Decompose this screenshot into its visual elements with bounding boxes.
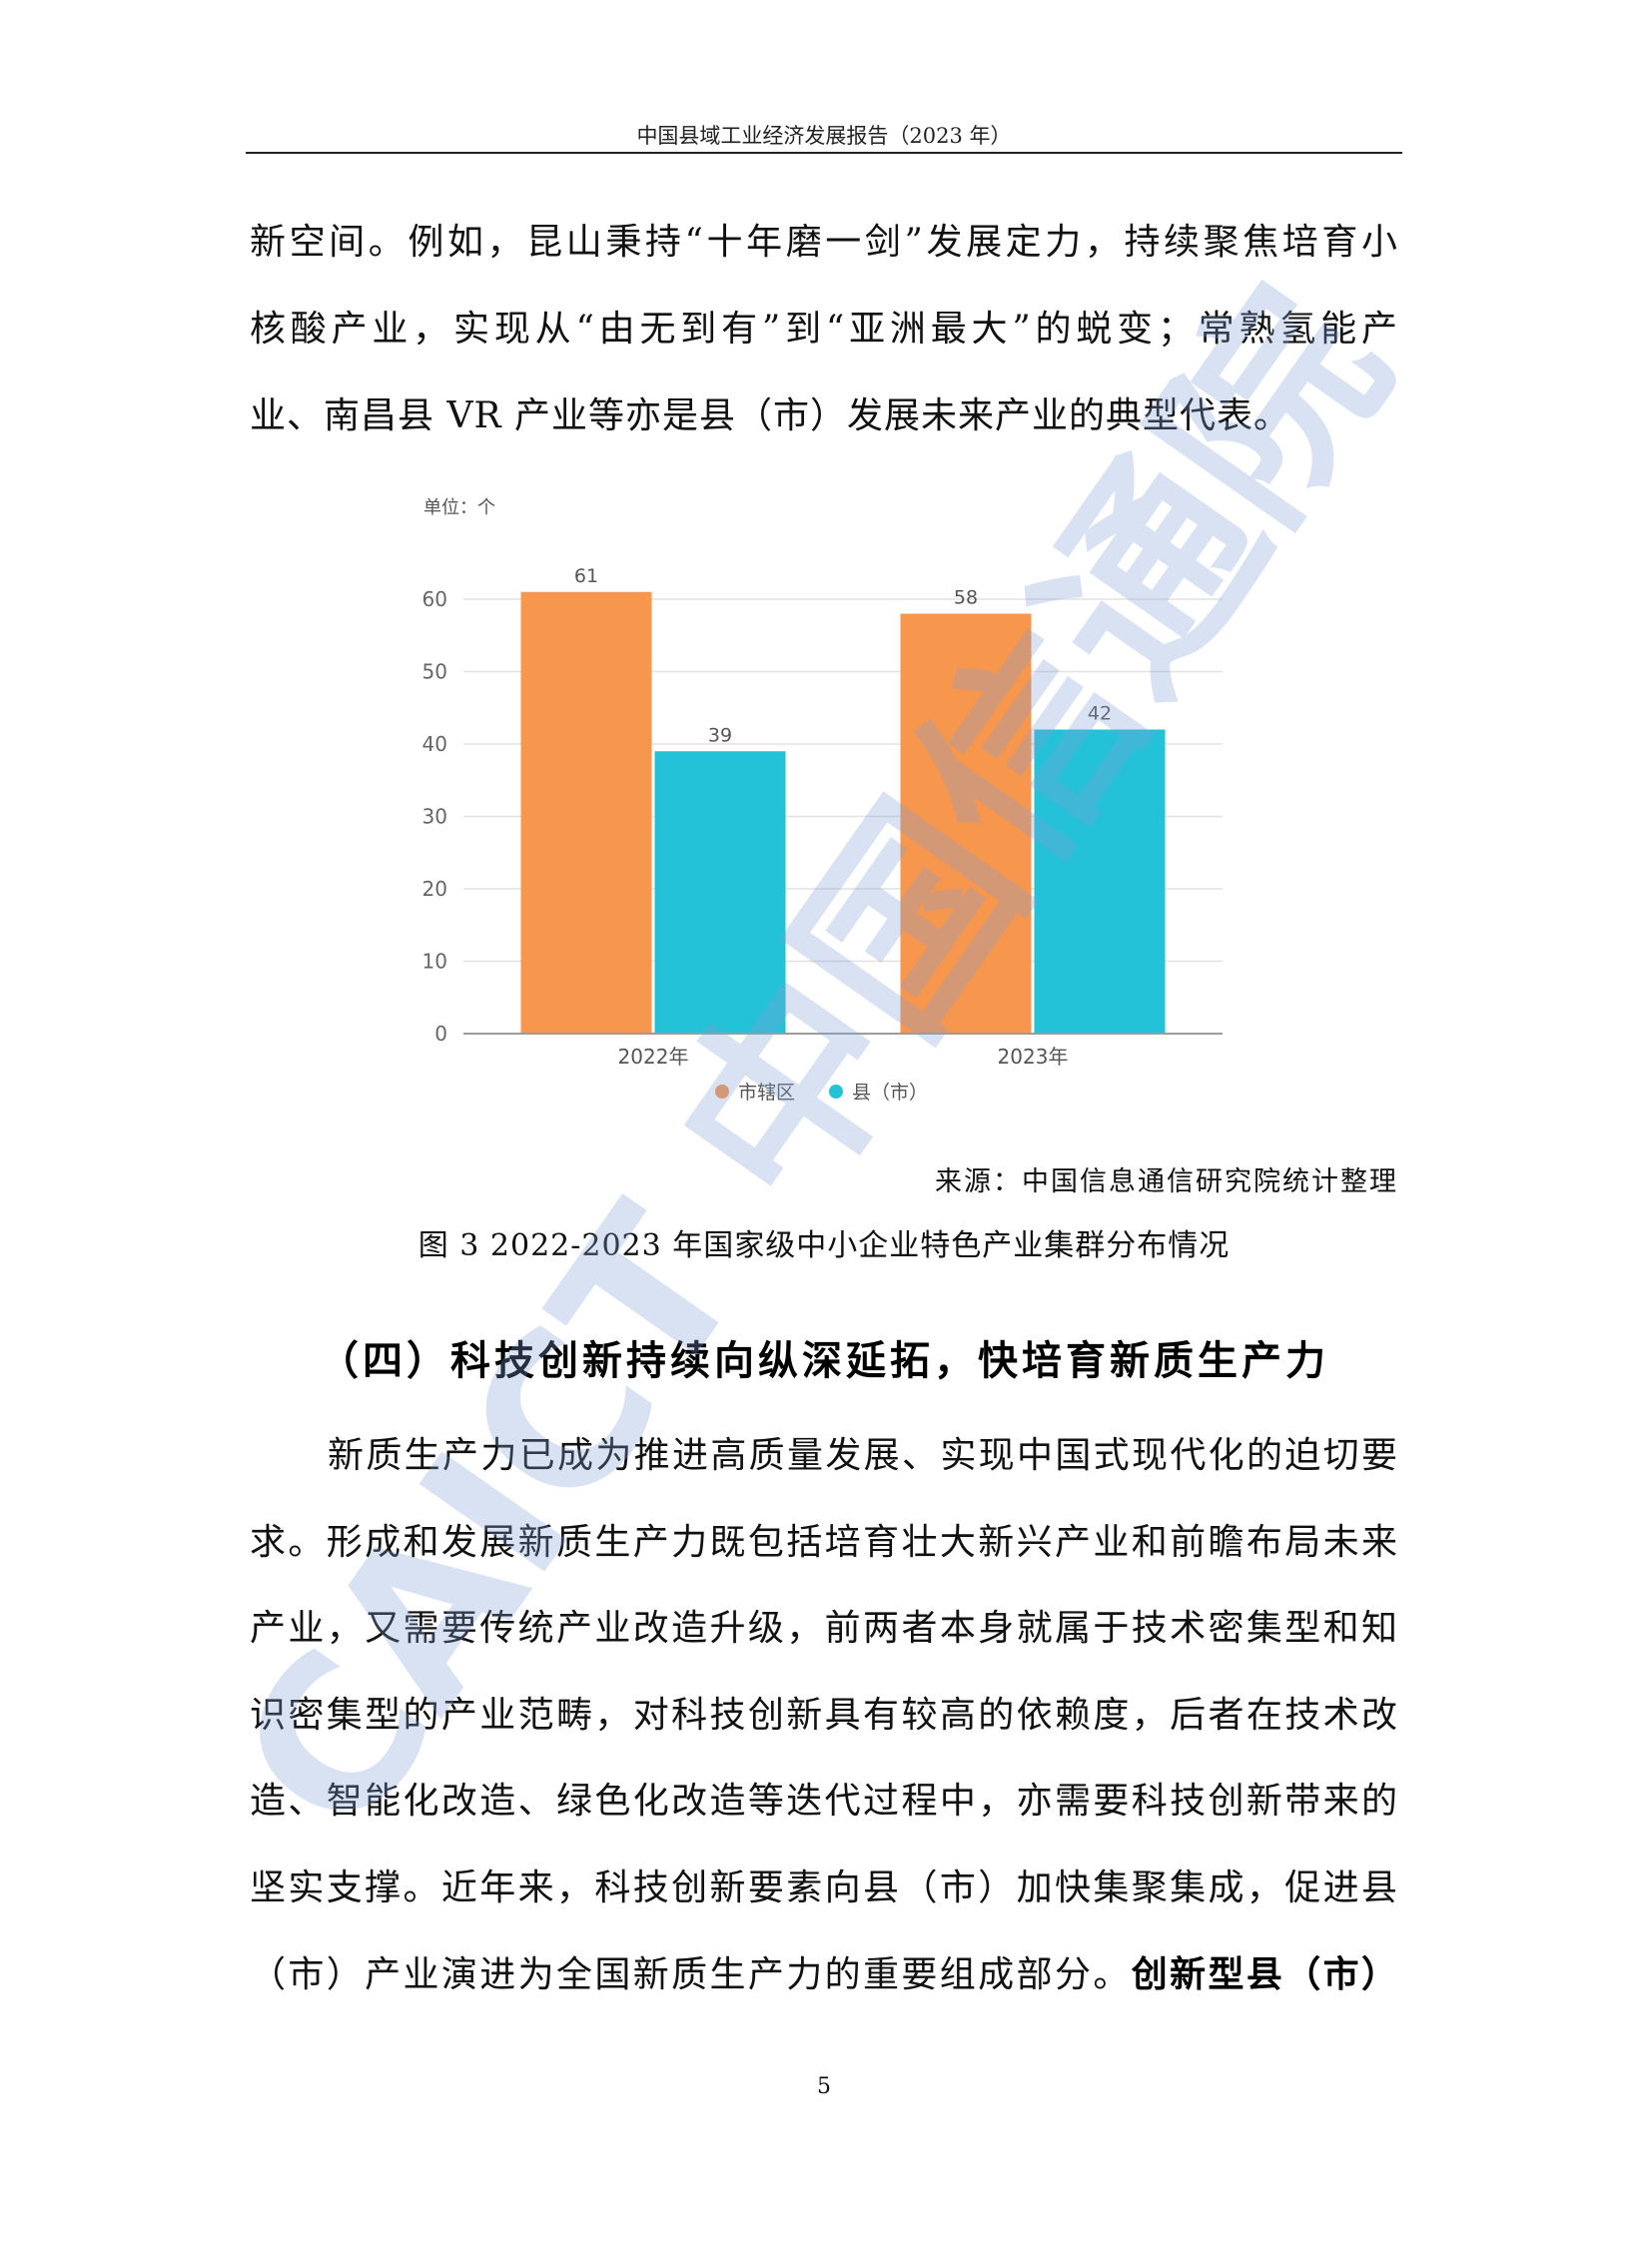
x-tick-label-0: 2022年 (618, 1045, 689, 1069)
value-label-series-0-cat-1: 58 (954, 587, 978, 609)
header-rule (246, 152, 1402, 154)
y-tick-label-0: 0 (434, 1022, 447, 1046)
figure-caption: 图 3 2022-2023 年国家级中小企业特色产业集群分布情况 (417, 1228, 1231, 1263)
paragraph-line: 新空间。例如，昆山秉持“十年磨一剑”发展定力，持续聚焦培育小 (250, 222, 1398, 263)
running-header: 中国县域工业经济发展报告（2023 年） (636, 124, 1012, 148)
legend-marker-0 (715, 1085, 729, 1099)
y-tick-label-10: 10 (422, 950, 447, 974)
paragraph-line: 产业，又需要传统产业改造升级，前两者本身就属于技术密集型和知 (250, 1608, 1398, 1650)
paragraph-line: 识密集型的产业范畴，对科技创新具有较高的依赖度，后者在技术改 (250, 1694, 1398, 1736)
page-number: 5 (817, 2074, 831, 2099)
bar-series-0-cat-0 (520, 591, 652, 1034)
y-tick-label-50: 50 (422, 660, 447, 684)
paragraph-line: 造、智能化改造、绿色化改造等迭代过程中，亦需要科技创新带来的 (250, 1781, 1398, 1823)
section-heading: （四）科技创新持续向纵深延拓，快培育新质生产力 (319, 1337, 1329, 1384)
y-tick-label-60: 60 (422, 587, 447, 611)
unit-label: 单位：个 (423, 497, 495, 518)
value-label-series-1-cat-0: 39 (708, 724, 732, 746)
paragraph-line: 坚实支撑。近年来，科技创新要素向县（市）加快集聚集成，促进县 (250, 1867, 1398, 1908)
x-tick-label-1: 2023年 (998, 1045, 1069, 1069)
legend-label-0: 市辖区 (738, 1082, 795, 1104)
bar-series-1-cat-1 (1034, 729, 1166, 1034)
paragraph-line: （市）产业演进为全国新质生产力的重要组成部分。创新型县（市） (250, 1932, 1398, 2019)
paragraph-body: 新质生产力已成为推进高质量发展、实现中国式现代化的迫切要 求。形成和发展新质生产… (250, 1413, 1398, 2018)
value-label-series-1-cat-1: 42 (1088, 703, 1112, 725)
legend-label-1: 县（市） (852, 1082, 928, 1104)
value-label-series-0-cat-0: 61 (574, 565, 598, 587)
y-tick-label-40: 40 (422, 732, 447, 756)
paragraph-text-run: （市）产业演进为全国新质生产力的重要组成部分。 (250, 1953, 1132, 1995)
bar-series-0-cat-1 (900, 613, 1032, 1034)
bar-series-1-cat-0 (654, 751, 786, 1034)
paragraph-line: 核酸产业，实现从“由无到有”到“亚洲最大”的蜕变；常熟氢能产 (250, 309, 1398, 350)
paragraph-line: 求。形成和发展新质生产力既包括培育壮大新兴产业和前瞻布局未来 (250, 1521, 1398, 1563)
paragraph-line: 业、南昌县 VR 产业等亦是县（市）发展未来产业的典型代表。 (250, 395, 1290, 436)
paragraph-line: 新质生产力已成为推进高质量发展、实现中国式现代化的迫切要 (328, 1435, 1398, 1476)
paragraph-continued: 新空间。例如，昆山秉持“十年磨一剑”发展定力，持续聚焦培育小 核酸产业，实现从“… (250, 199, 1398, 459)
legend-marker-1 (829, 1085, 843, 1099)
bold-text-run: 创新型县（市） (1131, 1953, 1398, 1995)
y-tick-label-30: 30 (422, 805, 447, 829)
figure-source: 来源：中国信息通信研究院统计整理 (935, 1166, 1398, 1197)
y-tick-label-20: 20 (422, 877, 447, 901)
